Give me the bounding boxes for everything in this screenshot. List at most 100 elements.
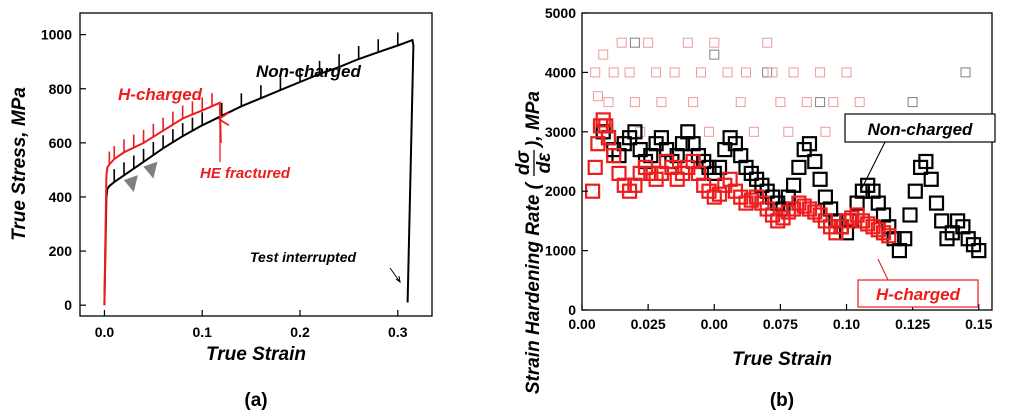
panel-a-y-tick-label: 1000 <box>41 27 72 43</box>
label-non-charged-b: Non-charged <box>868 120 973 139</box>
h-charged-marker <box>606 148 622 164</box>
gray-triangle-marker <box>143 161 158 179</box>
panel-b-x-tick-label: 0.025 <box>631 316 666 332</box>
h-charged-scattered-marker <box>748 126 759 137</box>
non-charged-scattered-marker <box>709 49 720 60</box>
non-charged-scattered-marker <box>629 37 640 48</box>
panel-b-y-tick-label: 2000 <box>545 183 576 199</box>
h-charged-scattered-marker <box>590 67 601 78</box>
non-charged-marker <box>923 171 939 187</box>
panel-b-y-axis-numerator: dσ <box>513 150 534 176</box>
panel-b-x-tick-label: 0.15 <box>965 316 992 332</box>
non-charged-marker <box>791 159 807 175</box>
panel-a-label: (a) <box>244 390 267 411</box>
panel-b-y-axis-title-suffix: ), MPa <box>523 91 544 149</box>
panel-b-label: (b) <box>770 390 794 411</box>
h-charged-marker <box>600 130 617 146</box>
h-charged-scattered-marker <box>592 91 603 102</box>
h-charged-scattered-marker <box>767 67 778 78</box>
h-charged-marker <box>711 186 728 202</box>
panel-b-x-tick-label: 0.10 <box>833 316 860 332</box>
panel-a-x-tick-label: 0.3 <box>388 324 408 340</box>
h-charged-scattered-marker <box>854 97 865 108</box>
non-charged-scattered-marker <box>907 97 918 108</box>
non-charged-marker <box>627 124 643 140</box>
h-charged-marker <box>685 153 701 170</box>
panel-a-x-axis-title: True Strain <box>206 344 306 365</box>
h-charged-scattered-marker <box>688 97 699 108</box>
h-charged-marker <box>743 192 759 208</box>
h-charged-scattered-marker <box>820 126 831 137</box>
panel-b-frame <box>581 12 993 311</box>
h-charged-scattered-marker <box>775 97 786 108</box>
h-charged-marker <box>881 228 897 244</box>
panel-a-x-tick-label: 0.2 <box>290 324 310 340</box>
h-charged-scattered-marker <box>704 126 714 137</box>
panel-a-chart: 0 200 400 600 800 1000 0.0 0.1 0.2 0.3 Non-charg… <box>9 12 433 411</box>
h-charged-scattered-marker <box>762 37 773 48</box>
non-charged-marker <box>928 195 945 211</box>
h-charged-marker <box>598 118 614 134</box>
h-charged-scattered-marker <box>603 97 614 108</box>
h-charged-scattered-marker <box>682 37 693 48</box>
h-charged-marker <box>844 210 860 226</box>
panel-a-y-tick-label: 800 <box>49 81 73 97</box>
panel-b-x-tick-label: 0.075 <box>763 316 798 332</box>
non-charged-marker <box>870 195 886 211</box>
h-charged-scattered-marker <box>643 37 654 48</box>
non-charged-marker <box>955 219 971 235</box>
h-charged-scattered-marker <box>624 67 635 78</box>
h-charged-marker <box>587 159 603 175</box>
label-non-charged-a: Non-charged <box>256 62 361 81</box>
panel-b-y-tick-label: 5000 <box>545 5 576 21</box>
panel-b-y-axis-denominator: dε <box>534 152 555 174</box>
non-charged-marker <box>971 243 987 259</box>
non-charged-marker <box>934 213 950 229</box>
panel-b-y-tick-label: 4000 <box>545 64 576 80</box>
panel-a-x-tick-label: 0.0 <box>95 324 115 340</box>
non-charged-marker <box>801 136 818 152</box>
h-charged-marker <box>780 204 796 220</box>
h-charged-scattered-marker <box>788 67 799 78</box>
annotation-box-h-charged <box>857 279 979 308</box>
h-charged-marker <box>722 171 738 187</box>
panel-b-y-axis-title-prefix: Strain Hardening Rate ( <box>523 180 544 394</box>
panel-a-y-tick-label: 200 <box>49 243 73 259</box>
panel-b-y-tick-label: 0 <box>568 302 576 318</box>
annotation-box-non-charged <box>844 113 996 143</box>
panel-b-y-tick-label: 1000 <box>545 243 576 259</box>
non-charged-marker <box>733 148 749 164</box>
panel-b-x-axis-title: True Strain <box>732 349 832 370</box>
panel-a-y-tick-label: 600 <box>49 135 73 151</box>
label-he-fractured: HE fractured <box>200 165 291 182</box>
h-charged-scattered-marker <box>722 67 733 78</box>
h-charged-marker <box>807 204 823 220</box>
panel-a-y-axis-title: True Stress, MPa <box>9 87 30 241</box>
h-charged-scattered-marker <box>616 37 627 48</box>
h-charged-curve <box>103 101 222 306</box>
non-charged-marker <box>711 159 728 175</box>
h-charged-scattered-marker <box>815 67 826 78</box>
panel-b-y-axis-title: Strain Hardening Rate ( dσ dε ), MPa <box>513 91 555 395</box>
label-h-charged-a: H-charged <box>118 85 203 104</box>
panel-a-y-tick-label: 400 <box>49 189 73 205</box>
h-charged-scattered-marker <box>783 126 794 137</box>
panel-b-x-tick-label: 0.125 <box>895 316 930 332</box>
non-charged-marker <box>812 171 828 187</box>
non-charged-marker <box>680 124 696 140</box>
h-charged-scattered-marker <box>841 67 852 78</box>
non-charged-marker <box>907 183 923 199</box>
h-charged-scattered-marker <box>608 67 619 78</box>
h-charged-marker <box>706 189 722 205</box>
h-charged-scattered-marker <box>828 97 839 108</box>
h-charged-scattered-marker <box>656 97 667 108</box>
panel-a-x-tick-label: 0.1 <box>192 324 212 340</box>
non-charged-scattered-marker <box>762 67 773 78</box>
h-charged-scattered-marker <box>741 67 751 78</box>
h-charged-scattered-marker <box>629 97 640 108</box>
non-charged-curve <box>103 38 415 306</box>
h-charged-scattered-marker <box>801 97 812 108</box>
non-charged-scattered-marker <box>960 67 971 78</box>
panel-a-frame <box>79 12 433 317</box>
